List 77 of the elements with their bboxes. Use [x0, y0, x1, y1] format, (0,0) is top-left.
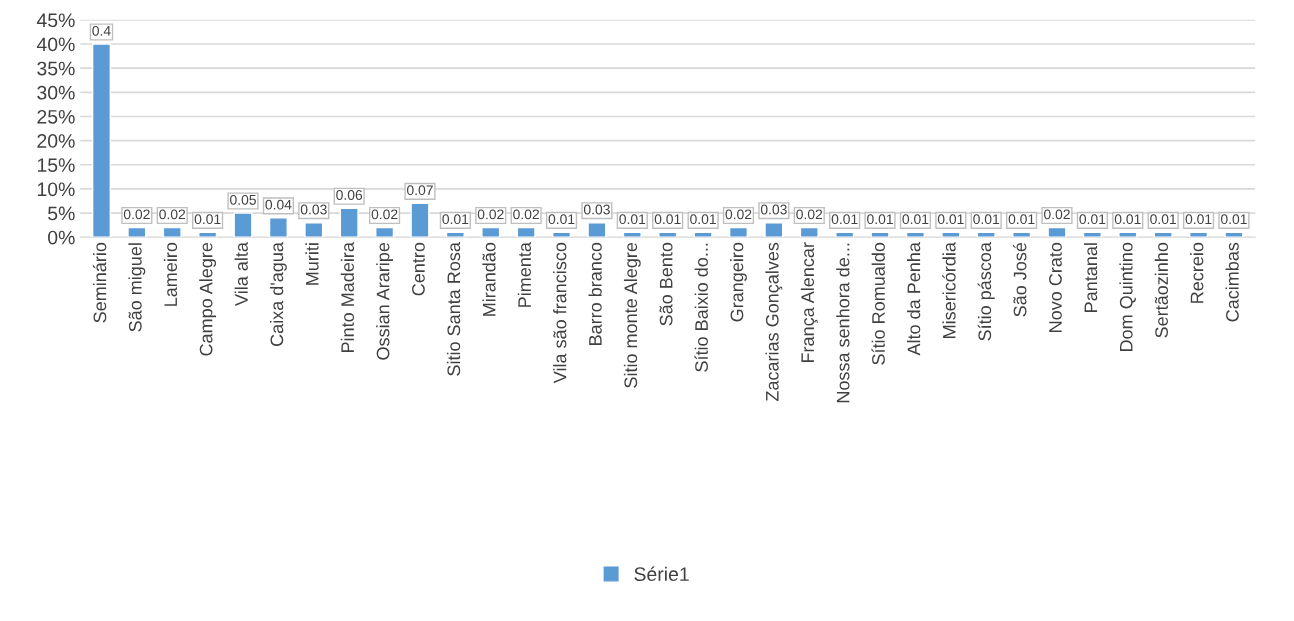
x-tick-label: São Bento — [659, 242, 673, 326]
data-label: 0.4 — [92, 25, 111, 36]
data-label: 0.02 — [159, 209, 186, 220]
y-tick-label: 45% — [36, 13, 75, 28]
x-tick-label: Recreio — [1190, 242, 1204, 303]
data-label: 0.01 — [1150, 214, 1177, 225]
x-tick-label: Grangeiro — [730, 242, 747, 322]
x-tick-label: França Alencar — [800, 242, 818, 363]
x-tick-label: São José — [1012, 242, 1027, 317]
data-label: 0.01 — [442, 214, 469, 225]
data-label: 0.02 — [513, 209, 539, 220]
x-tick-label: Nossa senhora de... — [836, 243, 850, 403]
data-label: 0.01 — [937, 214, 964, 225]
x-tick-label: Mirandão — [482, 242, 496, 316]
data-label: 0.02 — [1044, 209, 1070, 220]
x-tick-label: Lameiro — [163, 242, 178, 306]
data-label: 0.02 — [123, 209, 150, 220]
data-label: 0.03 — [583, 204, 610, 215]
data-label: 0.01 — [902, 214, 929, 225]
data-label: 0.03 — [760, 204, 787, 215]
data-label: 0.01 — [867, 214, 893, 225]
y-tick-label: 25% — [37, 109, 75, 124]
data-label: 0.01 — [831, 214, 858, 225]
x-tick-label: Vila são francisco — [553, 242, 567, 384]
y-tick-label: 30% — [37, 85, 75, 100]
y-tick-label: 15% — [37, 158, 75, 173]
data-label: 0.01 — [973, 214, 1000, 225]
x-tick-label: Cacimbas — [1225, 242, 1239, 322]
x-tick-label: São miguel — [128, 243, 146, 332]
x-tick-label: Sítio Baixio do... — [694, 243, 708, 372]
x-tick-label: Centro — [412, 242, 425, 296]
y-tick-label: 10% — [37, 182, 75, 197]
x-tick-label: Barro branco — [588, 242, 602, 345]
data-label: 0.01 — [194, 214, 221, 225]
x-tick-label: Caixa d'agua — [270, 242, 287, 346]
data-label: 0.02 — [371, 209, 398, 220]
x-tick-label: Sítio Romualdo — [871, 242, 885, 365]
x-tick-label: Campo Alegre — [199, 242, 217, 356]
y-tick-label: 20% — [37, 134, 75, 148]
y-tick-label: 0% — [48, 230, 75, 245]
x-tick-label: Ossian Araripe — [376, 242, 393, 360]
x-tick-label: Zacarias Gonçalves — [765, 242, 783, 402]
data-label: 0.01 — [1114, 214, 1141, 225]
data-label: 0.01 — [1079, 214, 1106, 225]
data-label: 0.03 — [300, 204, 327, 215]
data-label: 0.07 — [407, 185, 433, 196]
data-label: 0.02 — [725, 209, 752, 220]
data-label: 0.01 — [1220, 214, 1247, 225]
data-label: 0.01 — [548, 214, 575, 225]
x-tick-label: Vila alta — [234, 242, 248, 306]
data-label: 0.02 — [796, 209, 823, 220]
x-tick-label: Sitio monte Alegre — [623, 242, 641, 388]
x-tick-label: Alto da Penha — [907, 242, 921, 356]
x-tick-label: Muriti — [305, 243, 319, 285]
data-label: 0.06 — [336, 190, 363, 200]
y-tick-label: 5% — [48, 206, 75, 221]
x-tick-label: Sítio páscoa — [977, 242, 995, 341]
data-label: 0.02 — [477, 209, 504, 220]
data-label: 0.01 — [1185, 214, 1212, 225]
x-tick-label: Pimenta — [517, 242, 531, 307]
y-tick-label: 40% — [36, 37, 75, 52]
data-label: 0.04 — [265, 199, 292, 210]
legend-label: Série1 — [634, 566, 689, 582]
x-tick-label: Sertãozinho — [1154, 242, 1169, 338]
data-label: 0.01 — [654, 214, 681, 225]
data-label: 0.05 — [230, 194, 256, 205]
data-label: 0.01 — [690, 214, 716, 225]
x-tick-label: Dom Quintino — [1119, 242, 1136, 351]
x-tick-label: Novo Crato — [1049, 242, 1062, 332]
y-tick-label: 35% — [37, 61, 75, 76]
x-tick-label: Misericórdia — [942, 242, 956, 338]
data-label: 0.01 — [1008, 214, 1035, 225]
x-tick-label: Pantanal — [1083, 243, 1098, 312]
x-tick-label: Seminário — [92, 242, 107, 323]
x-tick-label: Sitio Santa Rosa — [446, 242, 461, 376]
data-label: 0.01 — [619, 214, 646, 225]
x-tick-label: Pinto Madeira — [340, 242, 355, 352]
